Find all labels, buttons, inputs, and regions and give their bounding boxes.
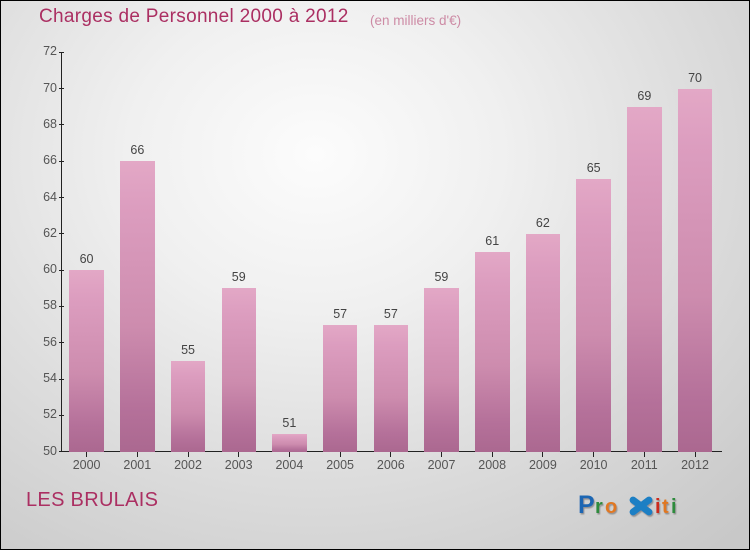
svg-text:o: o: [605, 496, 617, 518]
svg-text:i: i: [655, 496, 661, 518]
svg-text:r: r: [595, 496, 603, 518]
svg-text:P: P: [579, 491, 595, 519]
svg-text:i: i: [671, 496, 677, 518]
svg-text:t: t: [662, 496, 669, 518]
